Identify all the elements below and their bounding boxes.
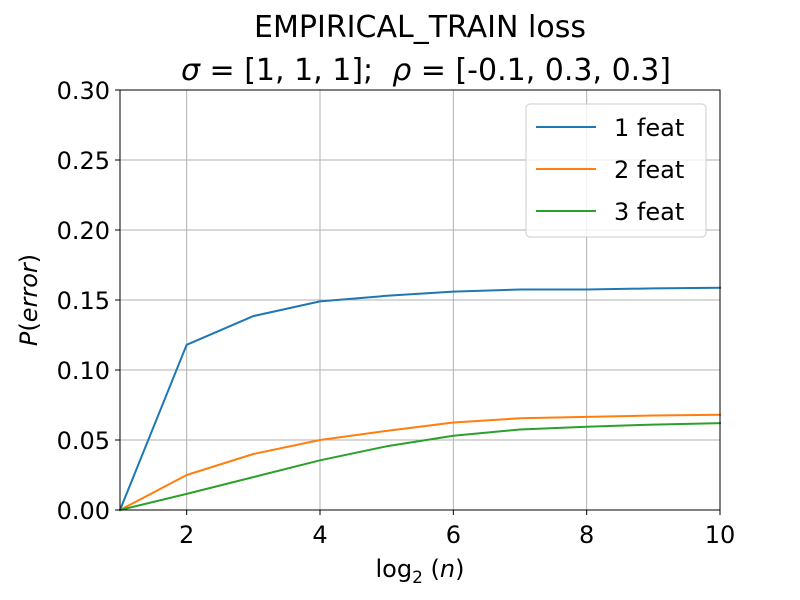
rho-symbol: ρ [392,53,411,88]
legend-label-3-feat: 3 feat [614,198,684,226]
chart-title-line2: σ = [1, 1, 1]; ρ = [-0.1, 0.3, 0.3] [181,53,671,88]
series-line-2-feat [118,413,722,512]
x-label-close: ) [455,555,464,583]
y-tick-label: 0.10 [57,357,110,385]
x-tick-label: 8 [579,521,594,549]
x-tick-label: 2 [179,521,194,549]
series-line-1-feat [118,286,722,512]
x-axis-label: log2 (n) [375,555,464,588]
y-tick-label: 0.30 [57,77,110,105]
x-tick-label: 6 [446,521,461,549]
rho-values: = [-0.1, 0.3, 0.3] [411,53,671,88]
y-label-func: P [15,331,43,346]
x-label-log: log [375,555,412,583]
legend-box [525,103,707,238]
y-tick-label: 0.05 [57,427,110,455]
y-tick-label: 0.00 [57,497,110,525]
y-label-open: ( [15,322,43,331]
series-layer [118,286,722,512]
y-tick-label: 0.15 [57,287,110,315]
x-label-subscript: 2 [412,568,423,588]
y-tick-label: 0.20 [57,217,110,245]
series-line-3-feat [118,422,722,512]
x-axis-ticks: 2 4 6 8 10 [179,510,735,549]
x-label-open: ( [423,555,440,583]
legend: 1 feat 2 feat 3 feat [525,103,707,238]
legend-label-1-feat: 1 feat [614,114,684,142]
x-tick-label: 4 [312,521,327,549]
legend-label-2-feat: 2 feat [614,156,684,184]
x-tick-label: 10 [705,521,736,549]
y-tick-label: 0.25 [57,147,110,175]
y-label-var: error [15,261,43,322]
sigma-symbol: σ [181,53,201,88]
sigma-values: = [1, 1, 1]; [200,53,392,88]
x-label-var: n [440,555,455,583]
chart-title-line1: EMPIRICAL_TRAIN loss [254,10,586,45]
y-axis-label: P(error) [15,254,43,346]
y-axis-ticks: 0.00 0.05 0.10 0.15 0.20 0.25 0.30 [57,77,120,525]
y-label-close: ) [15,254,43,263]
